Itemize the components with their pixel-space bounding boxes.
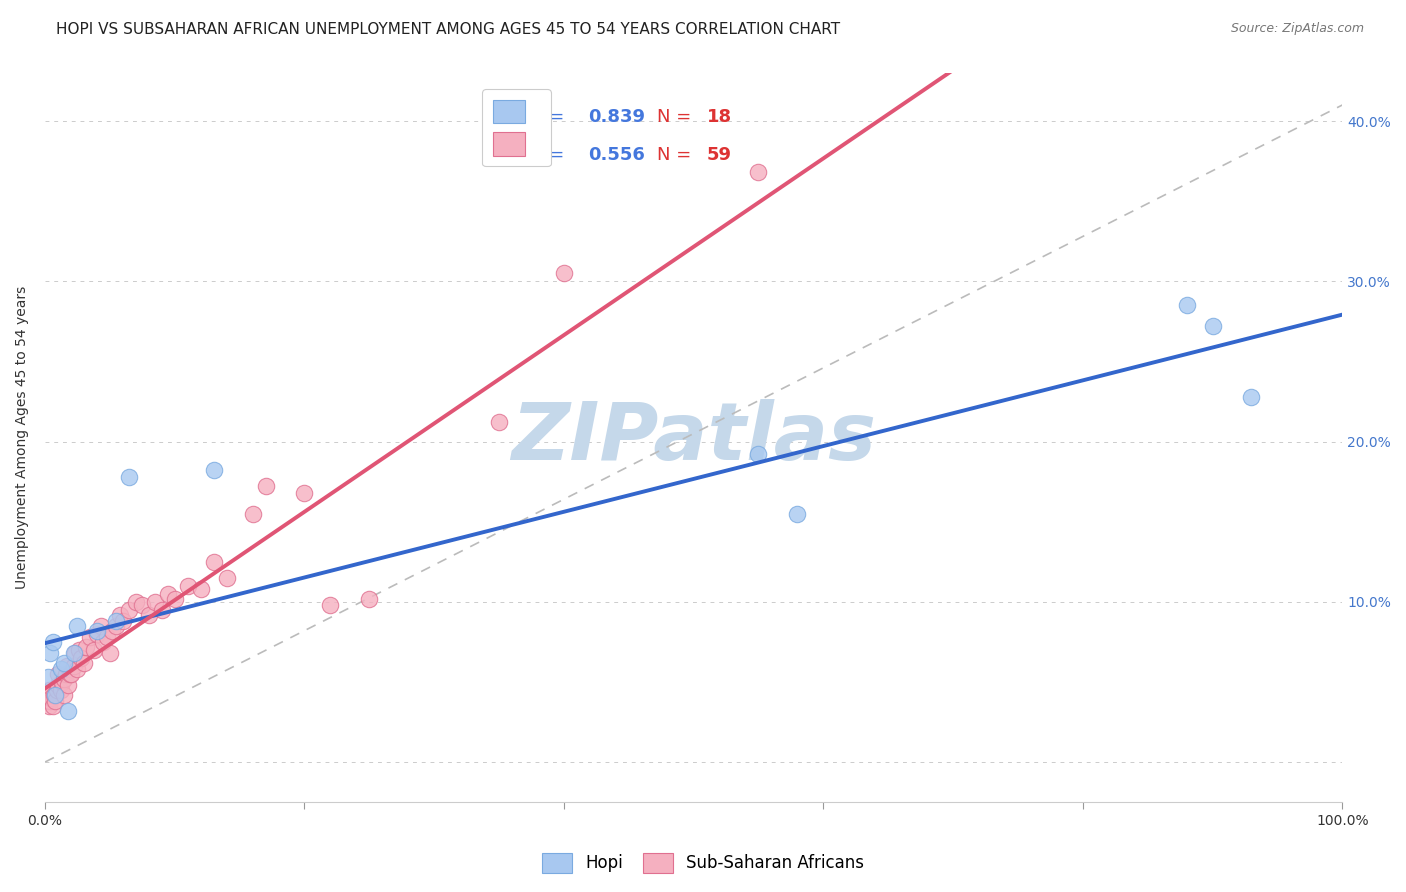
Point xyxy=(747,165,769,179)
Point xyxy=(63,646,86,660)
Point xyxy=(37,688,59,702)
Point xyxy=(86,624,108,638)
Point xyxy=(553,266,575,280)
Point xyxy=(59,667,82,681)
Point xyxy=(488,415,510,429)
Text: ZIPatlas: ZIPatlas xyxy=(512,399,876,476)
Point xyxy=(90,619,112,633)
Point xyxy=(66,619,89,633)
Text: 0.556: 0.556 xyxy=(589,145,645,163)
Text: 18: 18 xyxy=(707,108,731,126)
Point xyxy=(176,579,198,593)
Point xyxy=(125,595,148,609)
Point xyxy=(202,555,225,569)
Point xyxy=(98,646,121,660)
Point xyxy=(79,630,101,644)
Point xyxy=(59,667,82,681)
Point xyxy=(76,640,98,654)
Point xyxy=(786,507,808,521)
Text: R =: R = xyxy=(531,108,571,126)
Point xyxy=(359,591,381,606)
Point xyxy=(1201,319,1223,334)
Point xyxy=(83,643,105,657)
Point xyxy=(53,672,76,686)
Point xyxy=(67,643,90,657)
Point xyxy=(86,627,108,641)
Point xyxy=(55,667,77,681)
Point xyxy=(101,624,124,638)
Point xyxy=(70,651,93,665)
Point xyxy=(163,591,186,606)
Point xyxy=(110,607,132,622)
Point xyxy=(45,682,67,697)
Point xyxy=(46,667,69,681)
Point xyxy=(39,646,62,660)
Text: 59: 59 xyxy=(707,145,731,163)
Point xyxy=(157,587,180,601)
Point xyxy=(319,598,342,612)
Point xyxy=(44,688,66,702)
Point xyxy=(254,479,277,493)
Point xyxy=(42,698,65,713)
Point xyxy=(138,607,160,622)
Point xyxy=(38,698,60,713)
Point xyxy=(46,678,69,692)
Point xyxy=(73,656,96,670)
Point xyxy=(118,603,141,617)
Point xyxy=(93,635,115,649)
Point xyxy=(105,619,128,633)
Point xyxy=(42,688,65,702)
Point xyxy=(1240,390,1263,404)
Point xyxy=(37,670,59,684)
Point xyxy=(190,582,212,596)
Legend: Hopi, Sub-Saharan Africans: Hopi, Sub-Saharan Africans xyxy=(536,847,870,880)
Text: HOPI VS SUBSAHARAN AFRICAN UNEMPLOYMENT AMONG AGES 45 TO 54 YEARS CORRELATION CH: HOPI VS SUBSAHARAN AFRICAN UNEMPLOYMENT … xyxy=(56,22,841,37)
Point xyxy=(53,688,76,702)
Point xyxy=(111,614,134,628)
Point xyxy=(42,635,65,649)
Point xyxy=(38,682,60,697)
Point xyxy=(747,447,769,461)
Point xyxy=(131,598,153,612)
Point xyxy=(53,656,76,670)
Point xyxy=(202,463,225,477)
Point xyxy=(242,507,264,521)
Point xyxy=(215,571,238,585)
Point xyxy=(41,690,63,705)
Y-axis label: Unemployment Among Ages 45 to 54 years: Unemployment Among Ages 45 to 54 years xyxy=(15,286,30,590)
Point xyxy=(44,694,66,708)
Point xyxy=(105,614,128,628)
Point xyxy=(62,646,84,660)
Point xyxy=(39,694,62,708)
Legend: , : , xyxy=(482,89,551,167)
Text: N =: N = xyxy=(657,108,697,126)
Point xyxy=(49,682,72,697)
Point xyxy=(51,675,73,690)
Point xyxy=(58,678,80,692)
Point xyxy=(143,595,166,609)
Text: R =: R = xyxy=(531,145,571,163)
Point xyxy=(49,662,72,676)
Point xyxy=(118,470,141,484)
Text: Source: ZipAtlas.com: Source: ZipAtlas.com xyxy=(1230,22,1364,36)
Text: N =: N = xyxy=(657,145,697,163)
Point xyxy=(56,659,79,673)
Point xyxy=(58,704,80,718)
Point xyxy=(35,694,58,708)
Point xyxy=(66,662,89,676)
Point xyxy=(150,603,173,617)
Point xyxy=(62,659,84,673)
Text: 0.839: 0.839 xyxy=(589,108,645,126)
Point xyxy=(294,486,316,500)
Point xyxy=(96,630,118,644)
Point xyxy=(1175,298,1198,312)
